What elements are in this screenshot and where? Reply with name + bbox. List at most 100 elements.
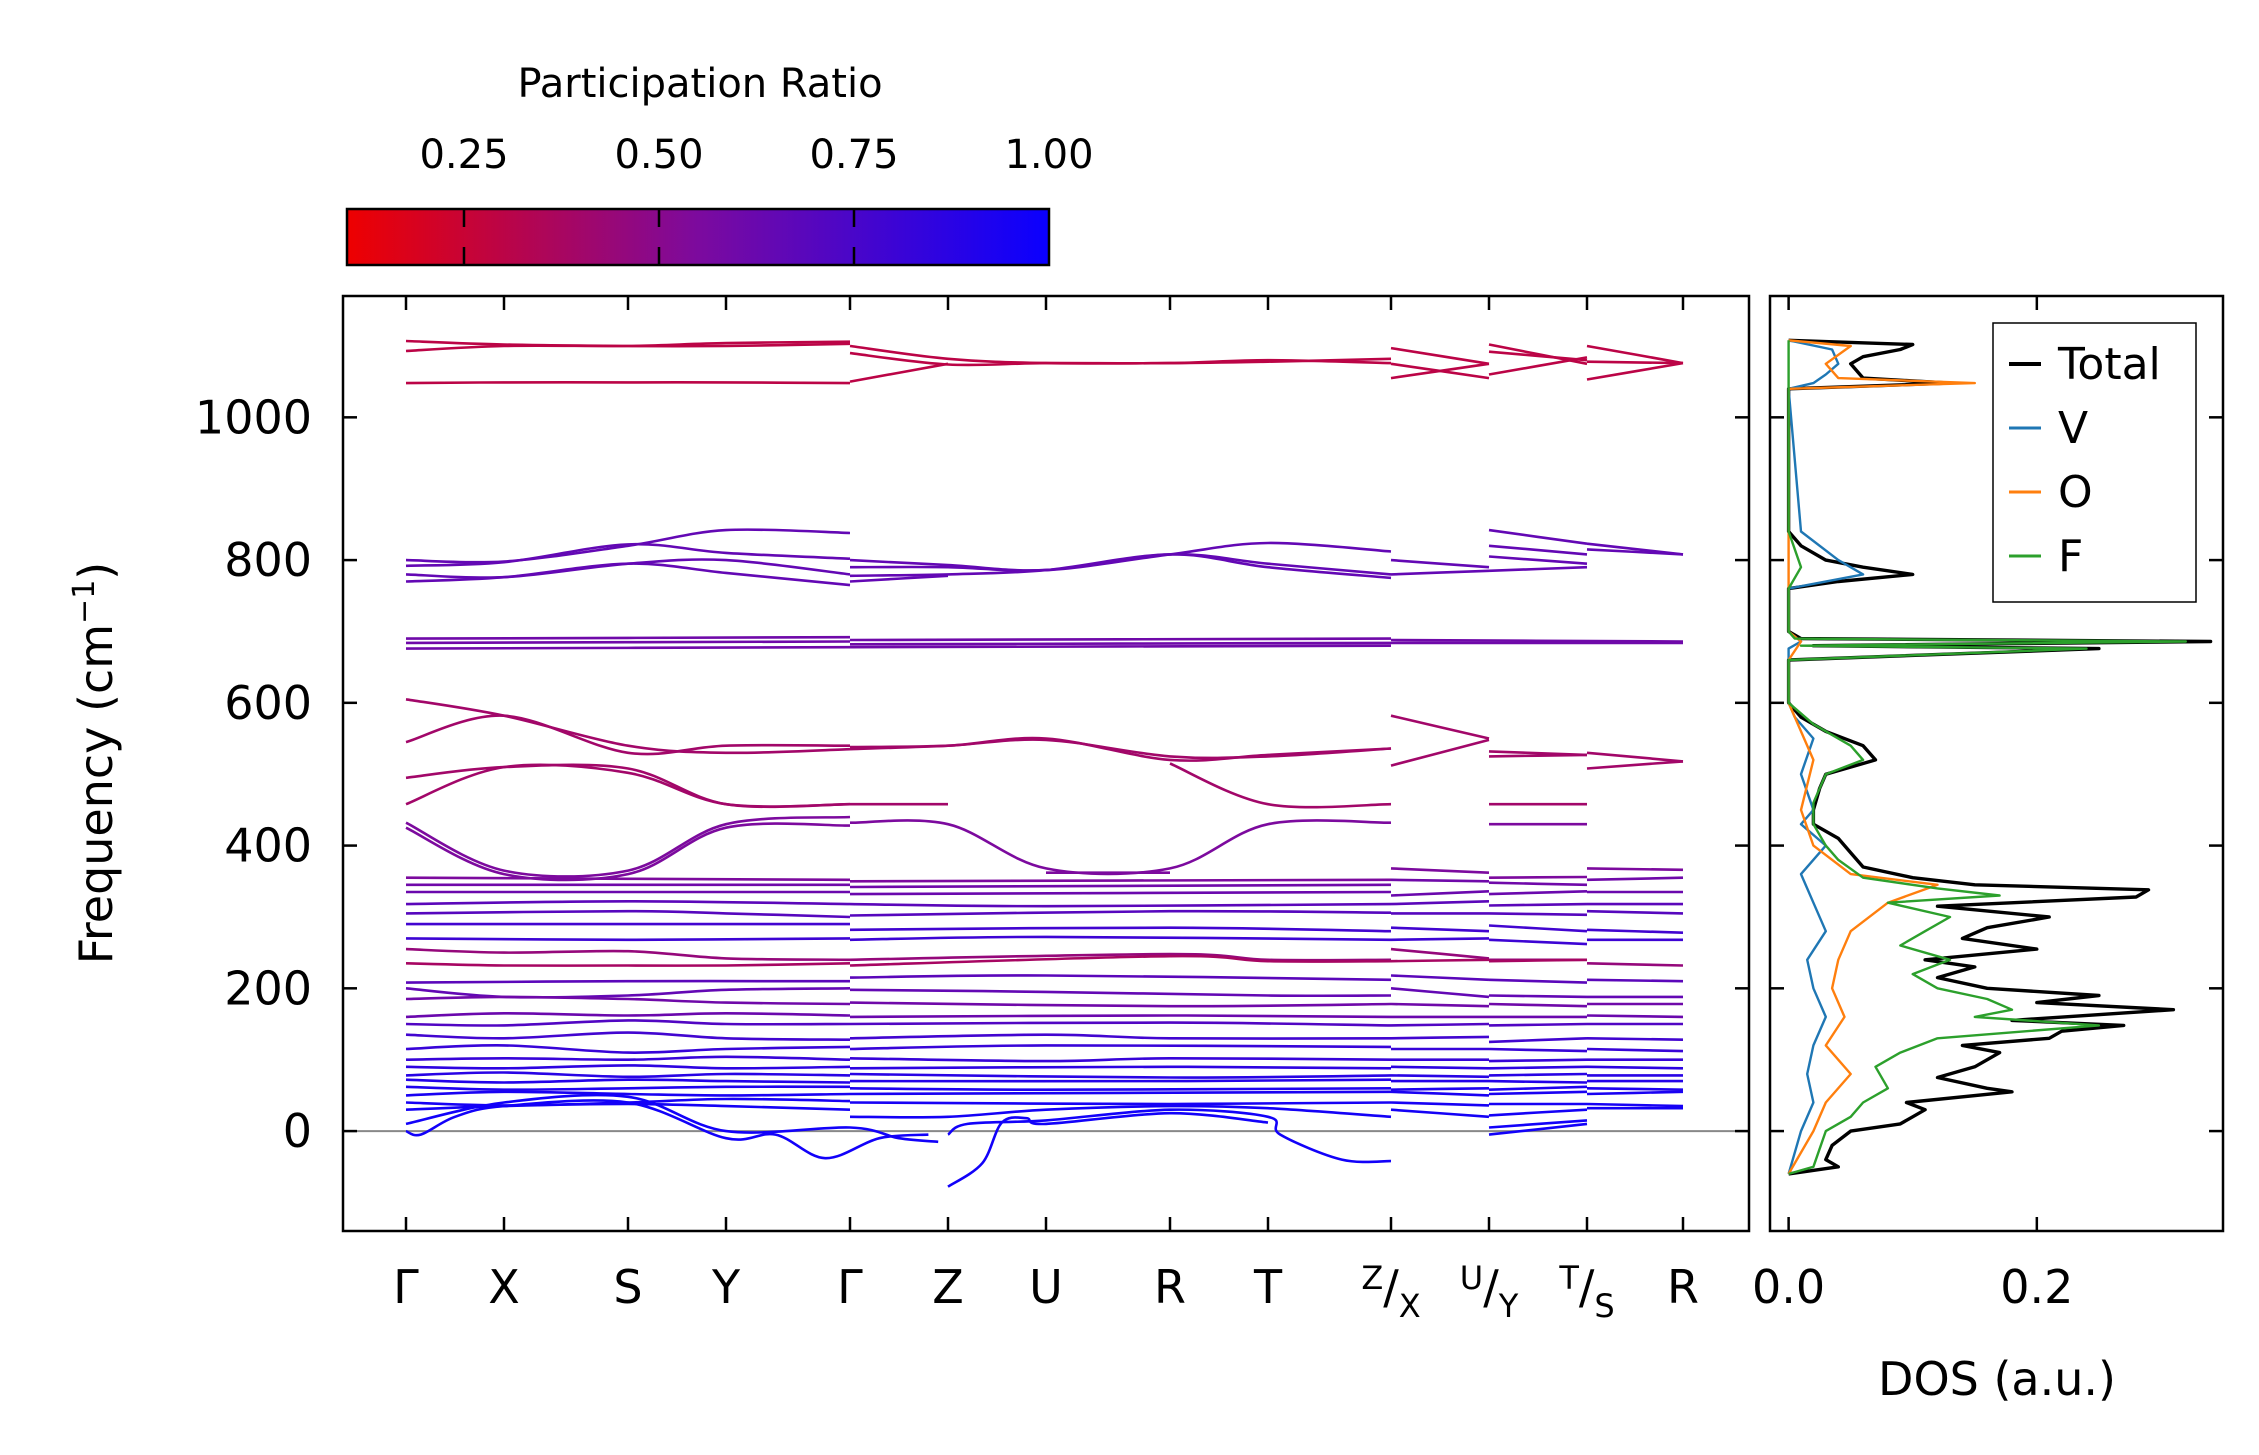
dos-series-f	[1787, 340, 2187, 1176]
dos-series-total	[1786, 338, 2213, 1176]
band-line	[1390, 937, 1490, 942]
legend-label: O	[2058, 467, 2093, 518]
band-line	[1586, 1014, 1684, 1019]
band-line	[1390, 878, 1490, 883]
band-line	[405, 995, 851, 1006]
band-line	[1390, 558, 1490, 569]
k-point-label: T	[1253, 1260, 1283, 1314]
band-line	[1488, 1002, 1588, 1008]
band-line	[1586, 978, 1684, 983]
band-line	[1390, 569, 1490, 576]
band-line	[849, 1001, 1392, 1008]
band-line	[849, 1056, 1392, 1063]
band-line	[1488, 875, 1588, 879]
band-line	[1586, 751, 1684, 763]
k-point-label: R	[1154, 1260, 1186, 1314]
band-line	[405, 1019, 851, 1027]
band-line	[1390, 1002, 1490, 1008]
band-line	[405, 542, 851, 568]
band-line	[1390, 738, 1490, 767]
band-line	[1586, 1087, 1684, 1091]
band-line	[1390, 900, 1490, 906]
band-line	[405, 822, 851, 882]
band-line	[405, 1090, 851, 1097]
band-line	[405, 763, 851, 808]
band-line	[849, 1044, 1392, 1051]
band-line	[1488, 1079, 1588, 1084]
band-line	[405, 987, 851, 999]
band-line	[1488, 994, 1588, 999]
band-line	[849, 644, 1392, 649]
band-line	[849, 1087, 1392, 1091]
band-line	[1586, 1037, 1684, 1041]
k-point-label: U/Y	[1460, 1259, 1519, 1325]
band-line	[1390, 987, 1490, 999]
band-line	[405, 1064, 851, 1070]
band-axes-frame	[341, 294, 1751, 1233]
band-line	[1390, 947, 1490, 960]
band-line	[849, 1101, 1392, 1106]
band-line	[1488, 1058, 1588, 1063]
colorbar-tick-label: 1.00	[1004, 132, 1093, 178]
band-line	[405, 1093, 939, 1144]
dos-series-v	[1787, 339, 1865, 1175]
band-line	[1390, 1101, 1490, 1107]
band-line	[405, 381, 851, 385]
colorbar-tick-labels: 0.25 0.50 0.75 1.00	[419, 132, 1093, 178]
band-line	[1586, 928, 1684, 934]
k-point-label: X	[488, 1260, 520, 1314]
colorbar-tick-label: 0.25	[419, 132, 508, 178]
band-axis-ticks	[343, 296, 2223, 1231]
band-line	[405, 1099, 929, 1160]
band-line	[1488, 753, 1588, 758]
band-line	[849, 351, 1392, 367]
band-line	[405, 1085, 851, 1092]
k-point-label: Γ	[393, 1260, 419, 1314]
legend-items: Total VOF	[2009, 339, 2161, 582]
band-line	[405, 815, 851, 878]
band-line	[405, 645, 851, 650]
band-line	[1390, 1035, 1490, 1040]
dos-x-tick-label: 0.2	[2000, 1260, 2073, 1314]
band-line	[849, 641, 1392, 646]
band-line	[405, 562, 851, 587]
band-line	[849, 541, 1392, 572]
band-line	[1390, 346, 1490, 366]
band-line	[405, 1011, 851, 1019]
colorbar-ticks	[462, 209, 856, 265]
band-line	[1488, 1047, 1588, 1053]
colorbar: Participation Ratio 0.25 0.50 0.75 1.00	[345, 61, 1094, 267]
band-line	[405, 909, 851, 919]
band-line	[849, 954, 1392, 967]
band-line	[849, 637, 1392, 642]
band-line	[1586, 876, 1684, 882]
band-line	[1586, 1047, 1684, 1053]
band-line	[849, 1014, 1392, 1019]
band-line	[405, 1055, 851, 1062]
band-line	[1390, 1074, 1490, 1079]
band-line	[1488, 565, 1588, 573]
band-line	[1586, 1065, 1684, 1070]
band-line	[1488, 1022, 1588, 1027]
band-line	[849, 1072, 1392, 1079]
band-line	[1488, 1122, 1588, 1136]
band-line	[405, 1071, 851, 1079]
band-line	[405, 714, 851, 756]
band-line	[1488, 1085, 1588, 1091]
legend-label: F	[2058, 531, 2083, 582]
k-point-label: S	[613, 1260, 642, 1314]
band-line	[1488, 1090, 1588, 1096]
band-line	[849, 1033, 1392, 1040]
band-line	[405, 937, 851, 942]
band-line	[405, 640, 851, 645]
band-line	[849, 553, 1392, 580]
band-line	[405, 979, 851, 984]
band-line	[405, 1031, 851, 1041]
k-point-label: Γ	[837, 1260, 863, 1314]
frequency-axis-label: Frequency (cm−1)	[67, 562, 123, 965]
band-line	[849, 890, 1392, 896]
band-line	[947, 1111, 1269, 1188]
band-line	[1586, 909, 1684, 915]
dos-axes-frame	[1768, 294, 2225, 1233]
